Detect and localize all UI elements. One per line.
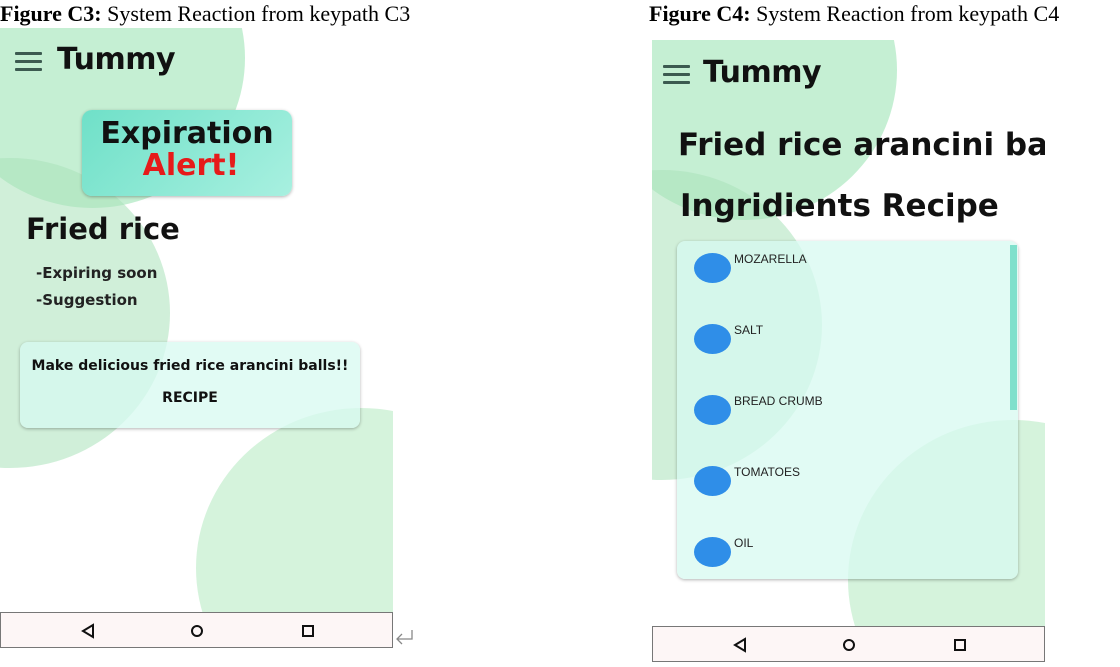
ingredient-checkbox[interactable] [694, 395, 731, 425]
recipe-button[interactable]: RECIPE [162, 390, 218, 406]
nav-bar [652, 626, 1045, 662]
recipe-subheading: Ingridients Recipe [680, 188, 999, 224]
ingredient-label: MOZARELLA [734, 252, 807, 266]
card-text: Make delicious fried rice arancini balls… [31, 358, 349, 374]
figure-label: Figure C3: [0, 1, 102, 26]
ingredient-label: OIL [734, 536, 754, 550]
menu-icon[interactable] [15, 52, 42, 72]
home-button[interactable] [843, 639, 855, 651]
nav-icons [733, 637, 966, 653]
caption-text: System Reaction from keypath C4 [756, 1, 1060, 26]
food-name: Fried rice [26, 212, 180, 246]
recents-button[interactable] [954, 639, 966, 651]
phone-screen: Tummy Fried rice arancini balls Ingridie… [652, 40, 1045, 662]
app-title: Tummy [57, 42, 176, 77]
ingredient-label: SALT [734, 323, 764, 337]
caption: Figure C4: System Reaction from keypath … [649, 1, 1059, 27]
alert-title: Expiration [100, 116, 274, 151]
caption: Figure C3: System Reaction from keypath … [0, 1, 410, 27]
ingredient-label: TOMATOES [734, 465, 801, 479]
nav-icons [81, 623, 314, 639]
figure-label: Figure C4: [649, 1, 751, 26]
scrollbar[interactable] [1010, 245, 1017, 410]
ingredient-checkbox[interactable] [694, 253, 731, 283]
nav-bar [0, 612, 393, 648]
note: -Suggestion [36, 291, 138, 309]
alert-box: Expiration Alert! [82, 110, 292, 196]
home-button[interactable] [191, 625, 203, 637]
ingredient-checkbox[interactable] [694, 537, 731, 567]
alert-word: Alert! [142, 148, 240, 183]
recents-button[interactable] [302, 625, 314, 637]
ingredient-checkbox[interactable] [694, 324, 731, 354]
back-button[interactable] [81, 623, 94, 639]
suggestion-card: Make delicious fried rice arancini balls… [20, 342, 360, 428]
note: -Expiring soon [36, 264, 158, 282]
ingredient-label: BREAD CRUMB [734, 394, 823, 408]
ingredient-checkbox[interactable] [694, 466, 731, 496]
app-title: Tummy [703, 55, 822, 90]
recipe-heading: Fried rice arancini balls [678, 127, 1045, 163]
menu-icon[interactable] [663, 65, 690, 85]
ingredient-list: MOZARELLA SALT BREAD CRUMB TOMATOES OIL [677, 241, 1018, 579]
back-button[interactable] [733, 637, 746, 653]
phone-screen: Tummy Expiration Alert! Fried rice -Expi… [0, 28, 393, 648]
return-mark [396, 630, 413, 645]
caption-text: System Reaction from keypath C3 [107, 1, 411, 26]
